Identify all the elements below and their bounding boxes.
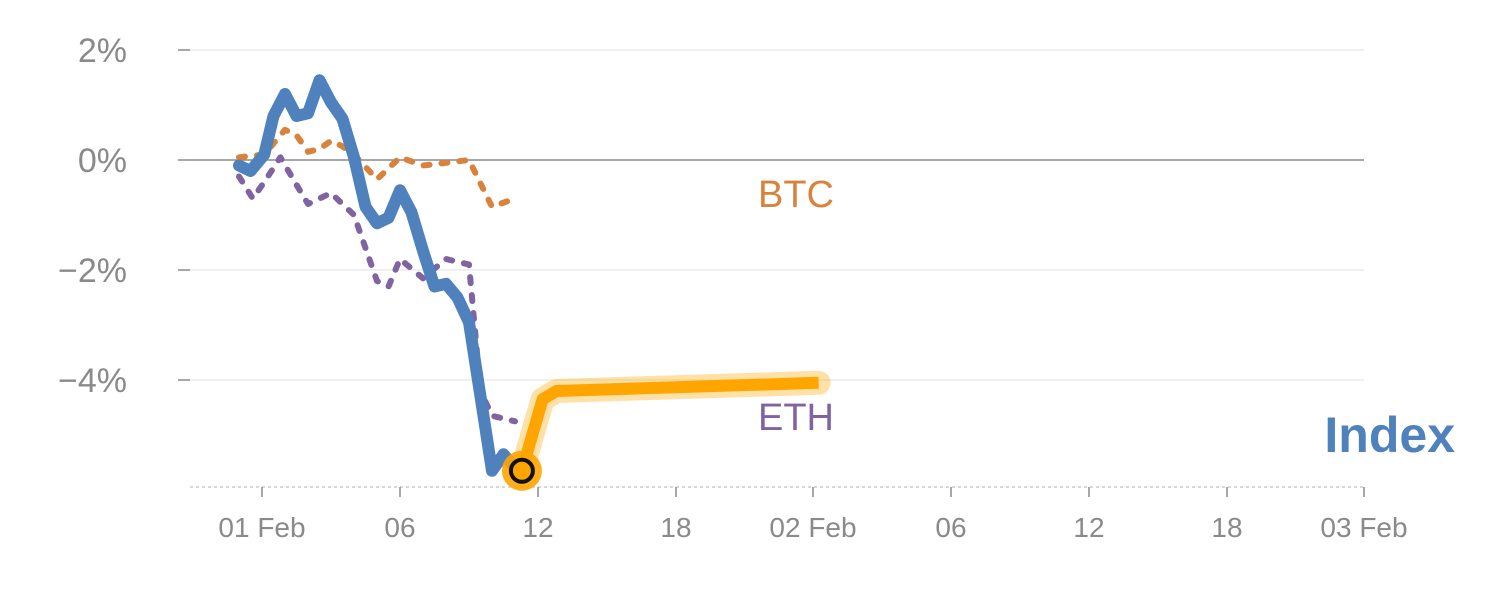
- y-tick-label: 0%: [78, 142, 127, 180]
- y-tick-label: 2%: [78, 32, 127, 70]
- x-tick-label: 12: [522, 512, 553, 543]
- btc-label: BTC: [758, 174, 834, 216]
- series-line-btc: [236, 126, 518, 210]
- forecast-band: [516, 376, 819, 473]
- eth-label: ETH: [758, 397, 834, 439]
- x-axis: 01 Feb 06 12 18 02 Feb 06 12 18 03 Feb: [190, 486, 1408, 543]
- y-tick-label: −4%: [58, 362, 127, 400]
- x-tick-label: 06: [384, 512, 415, 543]
- series-line-eth: [236, 154, 518, 425]
- x-tick-label: 01 Feb: [218, 512, 305, 543]
- x-tick-label: 02 Feb: [769, 512, 856, 543]
- index-label: Index: [1324, 407, 1455, 463]
- series-line-index: [233, 74, 528, 477]
- series-layer: [233, 74, 831, 491]
- y-axis: 2% 0% −2% −4%: [58, 32, 190, 400]
- current-point-marker: [508, 457, 535, 484]
- x-tick-label: 12: [1073, 512, 1104, 543]
- x-tick-label: 06: [935, 512, 966, 543]
- x-tick-label: 03 Feb: [1320, 512, 1407, 543]
- y-tick-label: −2%: [58, 252, 127, 290]
- x-tick-label: 18: [1211, 512, 1242, 543]
- x-tick-label: 18: [660, 512, 691, 543]
- labels-layer: BTC ETH Index: [758, 174, 1455, 463]
